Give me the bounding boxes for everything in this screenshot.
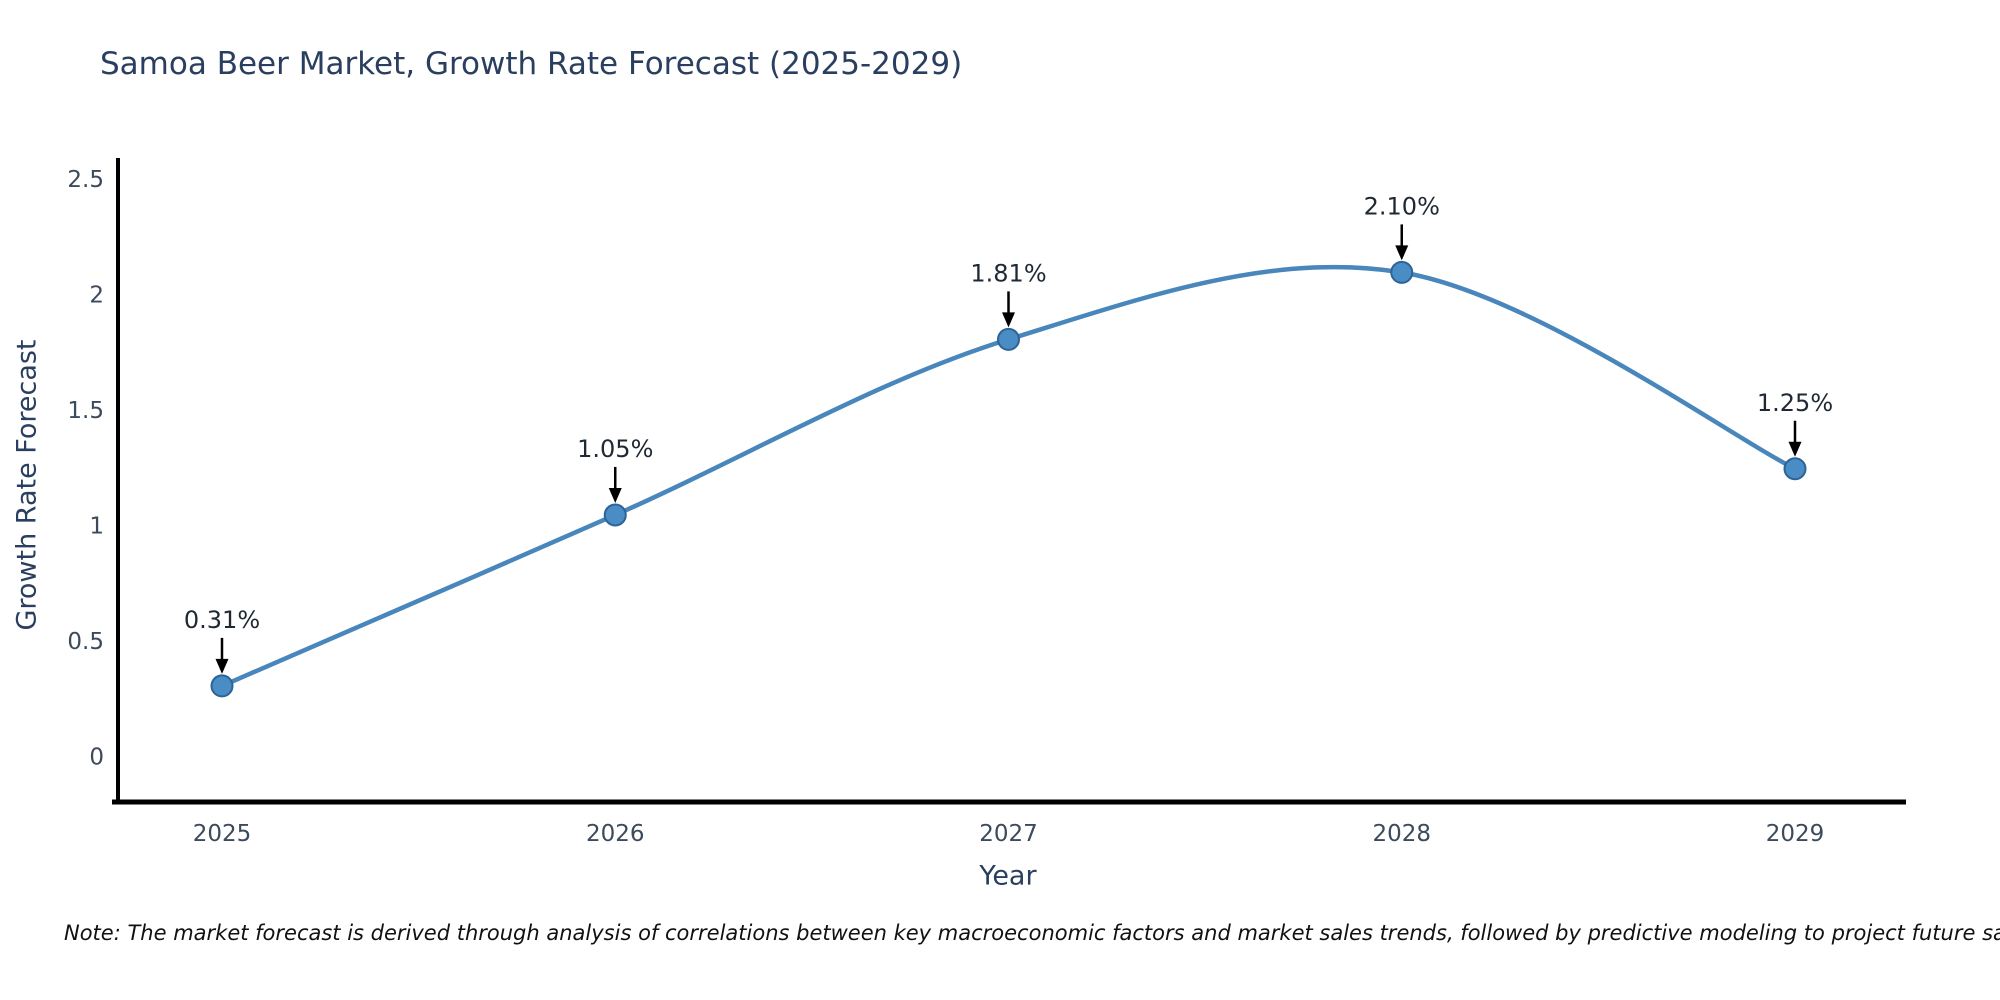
- data-point-marker: [997, 327, 1020, 351]
- data-point-marker: [210, 674, 234, 698]
- data-point-label: 1.25%: [1757, 389, 1833, 417]
- x-tick-label: 2028: [1372, 821, 1431, 847]
- y-tick-label: 1.5: [67, 398, 104, 424]
- data-point-label: 1.05%: [577, 435, 653, 463]
- x-tick-label: 2029: [1766, 821, 1825, 847]
- annotation-arrowhead: [1788, 441, 1802, 457]
- data-point-marker: [1390, 260, 1414, 284]
- annotation-arrowhead: [1002, 312, 1015, 328]
- chart-title: Samoa Beer Market, Growth Rate Forecast …: [100, 46, 963, 82]
- x-tick-label: 2025: [193, 821, 252, 847]
- data-point-label: 2.10%: [1364, 192, 1440, 220]
- data-point-marker: [603, 503, 627, 527]
- y-tick-label: 1: [89, 514, 104, 540]
- annotation-arrowhead: [608, 487, 622, 503]
- y-tick-label: 2: [89, 283, 104, 309]
- annotation-arrowhead: [1395, 245, 1409, 261]
- x-axis-title: Year: [979, 860, 1037, 892]
- x-tick-label: 2026: [586, 821, 645, 847]
- y-tick-label: 2.5: [67, 167, 104, 193]
- footnote: Note: The market forecast is derived thr…: [64, 921, 2000, 945]
- data-point-marker: [1783, 457, 1807, 481]
- annotation-arrowhead: [215, 658, 229, 674]
- data-point-label: 0.31%: [184, 606, 260, 634]
- x-tick-label: 2027: [979, 821, 1038, 847]
- y-tick-label: 0: [89, 745, 104, 771]
- y-tick-label: 0.5: [67, 629, 104, 655]
- data-point-label: 1.81%: [970, 259, 1046, 287]
